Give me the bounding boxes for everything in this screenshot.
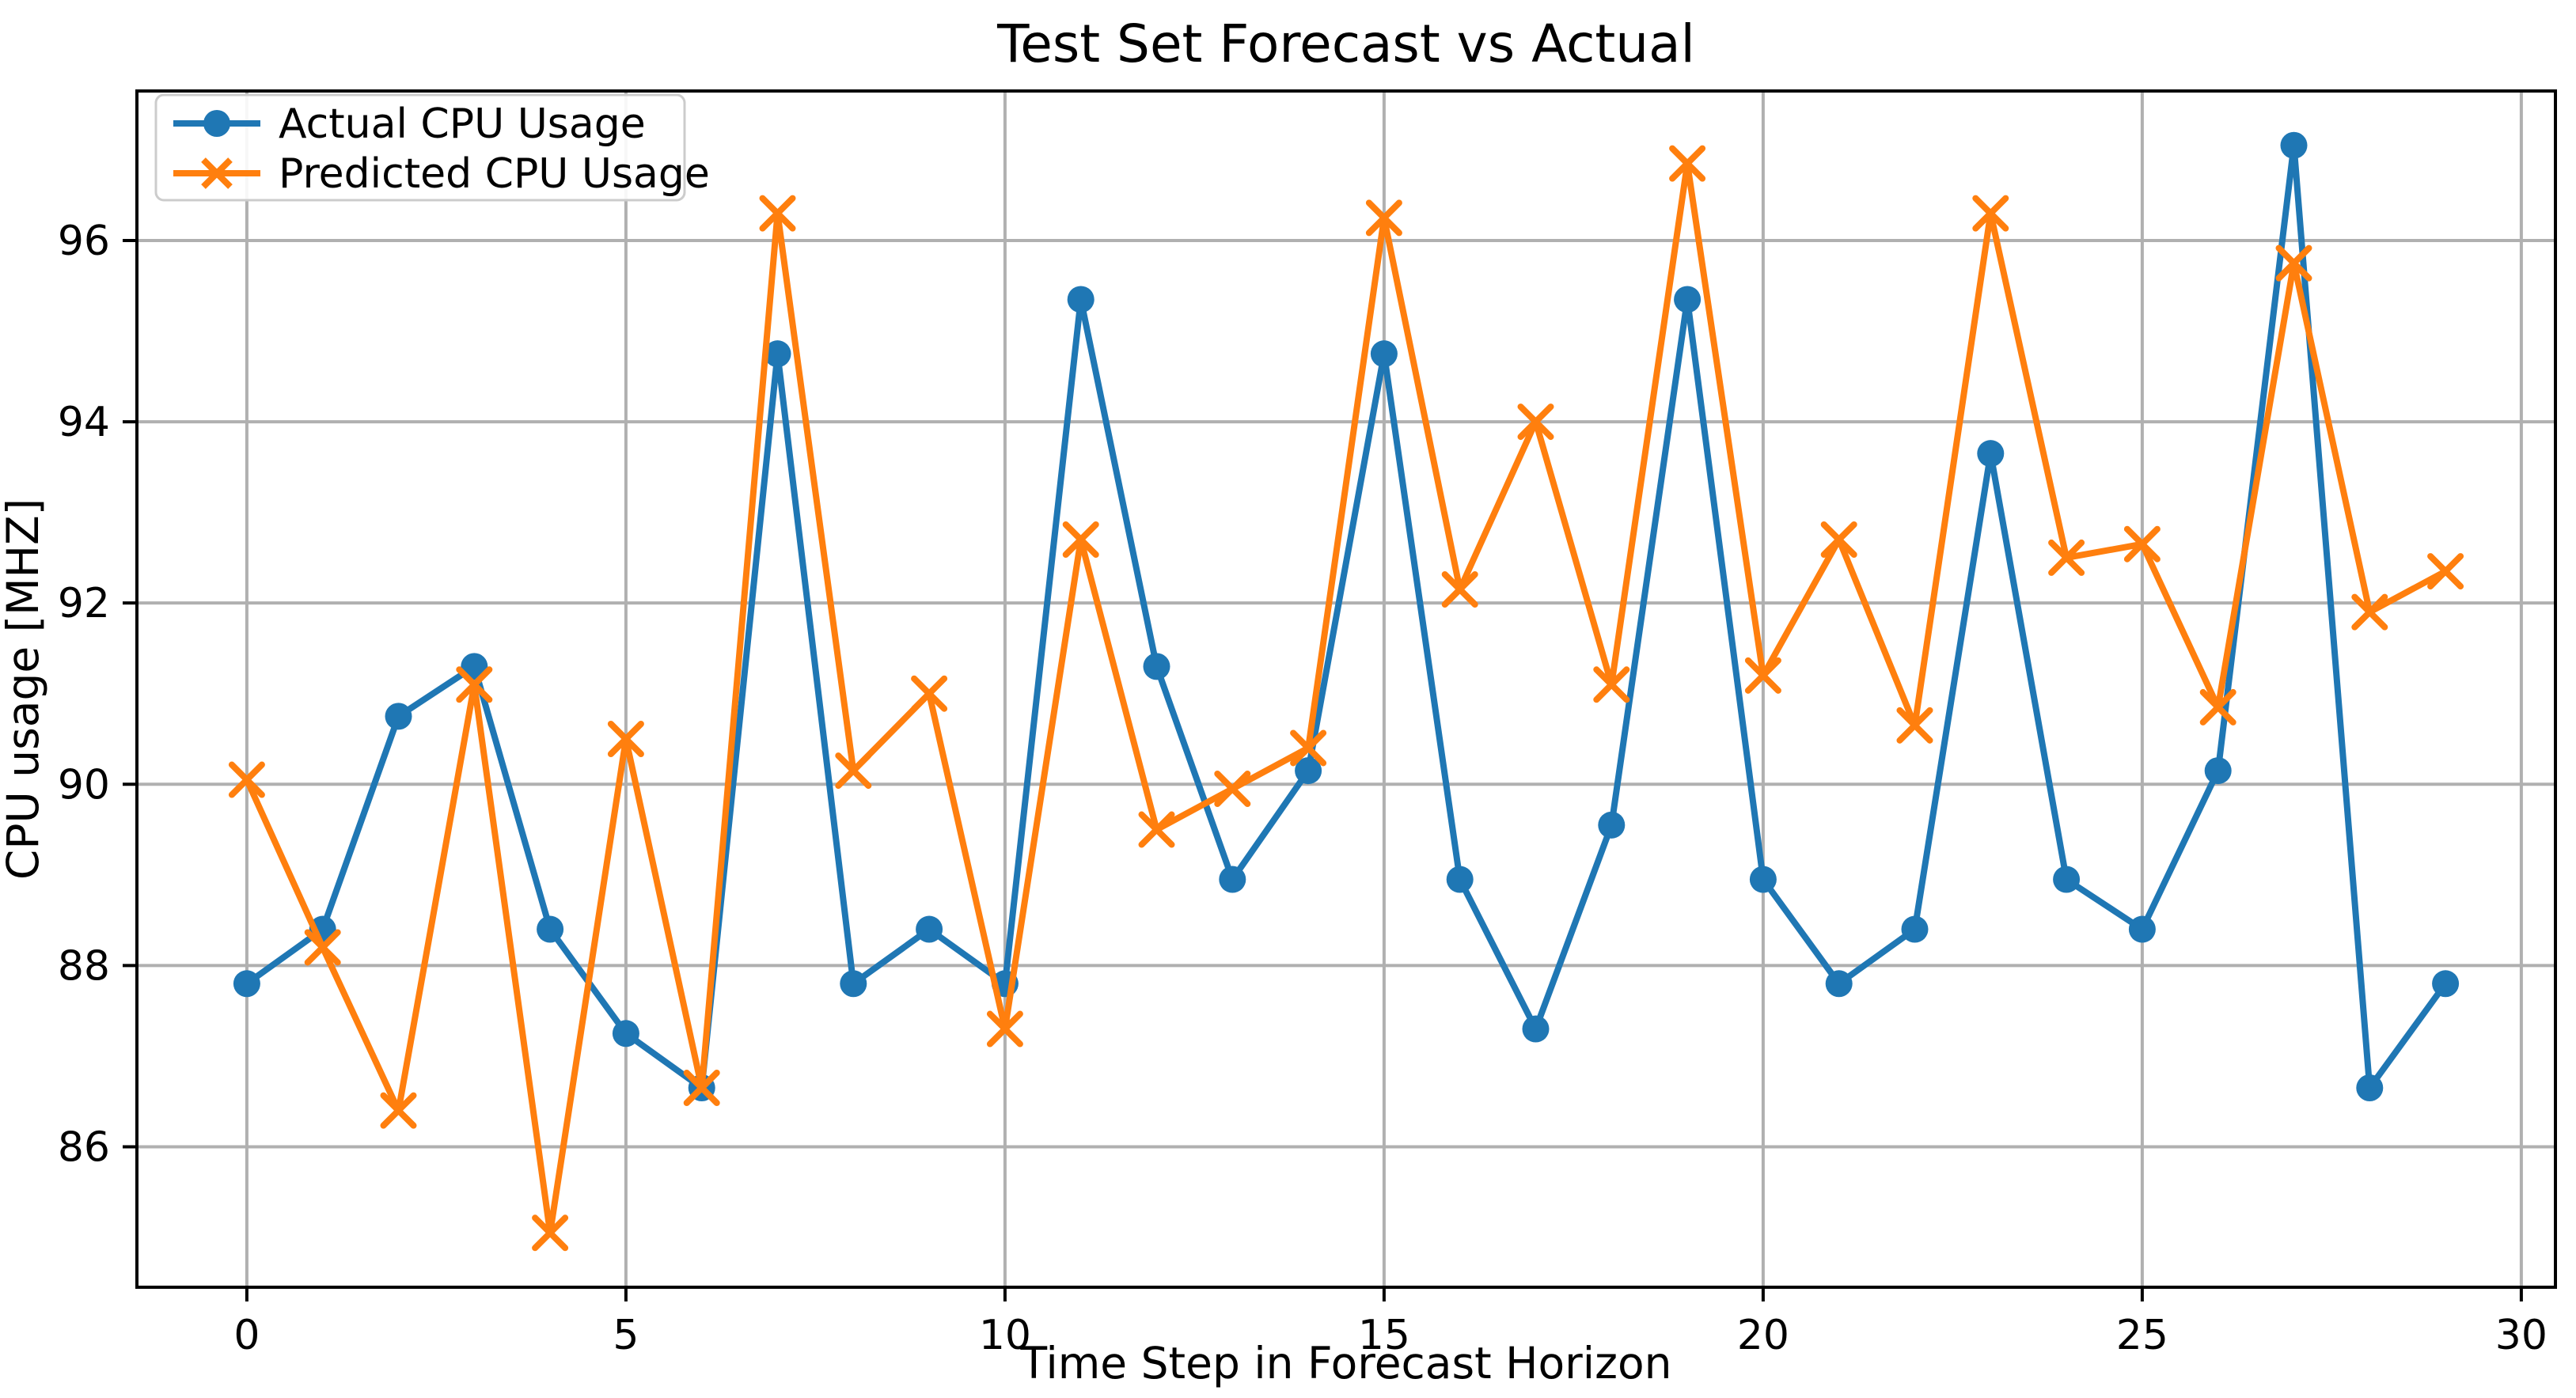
plot-area [137,91,2555,1287]
data-point-x [986,1010,1023,1048]
legend-entry-actual: Actual CPU Usage [173,100,646,148]
data-point-x [228,761,265,798]
legend-label-predicted: Predicted CPU Usage [279,150,710,198]
data-point-circle [2128,915,2156,943]
legend-box [154,93,686,202]
data-point-circle [2053,866,2081,893]
data-point-x [380,1092,417,1129]
data-point-x [532,1214,569,1252]
legend: Actual CPU Usage Predicted CPU Usage [154,93,710,202]
data-point-circle [1825,970,1853,998]
data-point-circle [1143,653,1170,680]
data-point-circle [840,970,867,998]
data-point-x [1290,729,1327,767]
legend-entry-predicted: Predicted CPU Usage [173,150,710,198]
data-point-x [2427,553,2464,590]
x-tick-label: 0 [233,1312,260,1359]
data-series [228,131,2464,1252]
data-point-circle [1067,286,1095,313]
data-point-x [2275,244,2312,282]
series-line-predicted [243,160,2449,1237]
y-tick-label: 86 [58,1123,110,1171]
data-point-x [456,666,493,703]
data-point-x [1896,707,1933,744]
data-point-x [2048,539,2085,576]
data-point-x [911,675,948,712]
legend-marker-circle [203,110,230,137]
data-point-x [1214,771,1251,807]
y-tick-label: 88 [58,942,110,990]
data-point-x [1441,571,1478,608]
data-point-x [607,721,644,757]
data-point-x [1062,521,1099,558]
y-tick-label: 94 [58,399,110,446]
x-tick-label: 25 [2116,1312,2168,1359]
data-point-circle [1295,757,1322,785]
data-point-x [1972,195,2009,232]
x-tick-label: 30 [2495,1312,2548,1359]
y-tick-label: 90 [58,761,110,809]
data-point-circle [2204,757,2232,785]
data-point-circle [2356,1074,2384,1101]
data-point-circle [233,970,260,998]
legend-label-actual: Actual CPU Usage [279,100,646,148]
data-point-x [759,195,796,232]
y-tick-label: 92 [58,580,110,627]
gridlines [137,91,2555,1287]
data-point-circle [1522,1015,1550,1043]
legend-marker-x [201,157,233,189]
axis-ticks [123,239,2523,1301]
x-tick-label: 10 [979,1312,1031,1359]
series-line-actual [243,142,2449,1091]
data-point-circle [1977,440,2005,468]
tick-labels: 0 5 10 15 20 25 30 86 88 90 92 94 96 [58,218,2548,1359]
data-point-x [1744,657,1781,694]
data-point-x [1820,521,1857,558]
data-point-circle [764,340,791,368]
y-axis-label: CPU usage [MHZ] [0,498,48,880]
data-point-x [1669,145,1706,182]
data-point-x [2199,688,2236,726]
data-point-circle [916,915,943,943]
data-point-circle [385,703,412,730]
data-point-circle [1370,340,1398,368]
data-point-circle [2432,970,2460,998]
data-point-x [304,929,341,966]
data-point-x [835,752,872,790]
data-point-circle [1674,286,1702,313]
x-tick-label: 15 [1358,1312,1410,1359]
data-point-x [683,1070,720,1106]
data-point-x [2123,525,2161,563]
data-point-circle [2280,131,2308,159]
x-tick-label: 5 [613,1312,639,1359]
data-point-x [1517,403,1554,441]
chart-title: Test Set Forecast vs Actual [996,13,1695,74]
axes-spines [135,89,2557,1289]
x-tick-label: 20 [1737,1312,1789,1359]
data-point-circle [537,915,564,943]
data-point-circle [1901,915,1929,943]
y-tick-label: 96 [58,218,110,265]
data-point-circle [1446,866,1474,893]
data-point-circle [461,653,488,680]
data-point-circle [1749,866,1777,893]
data-point-x [1138,811,1175,848]
data-point-x [1593,666,1630,703]
data-point-x [1365,199,1402,237]
data-point-x [2351,593,2388,631]
data-point-circle [1219,866,1246,893]
data-point-circle [612,1020,639,1048]
x-axis-label: Time Step in Forecast Horizon [1020,1338,1672,1389]
data-point-circle [1598,811,1626,839]
